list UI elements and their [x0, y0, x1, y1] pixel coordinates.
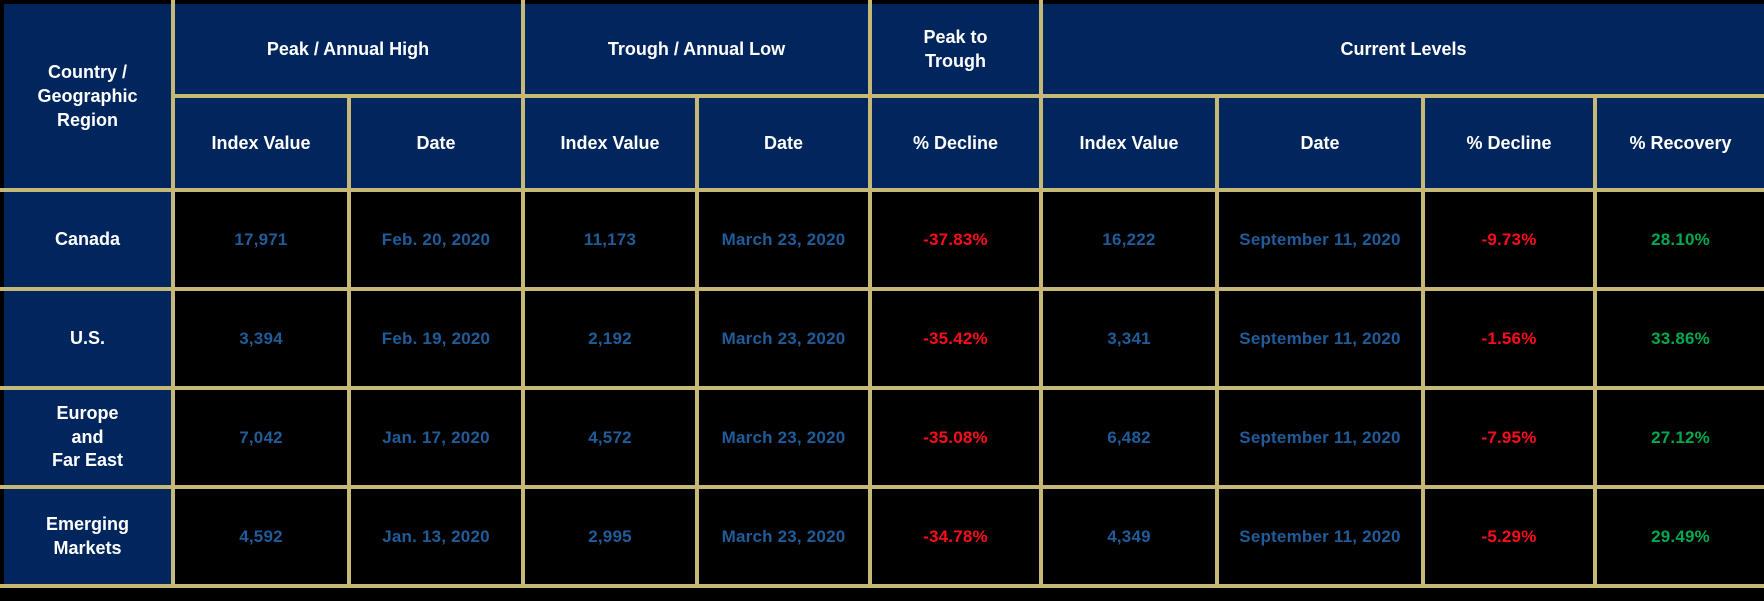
peak-index-value: 17,971: [171, 188, 351, 291]
peak-date: Jan. 17, 2020: [347, 386, 525, 489]
peak-to-trough-decline: -34.78%: [868, 485, 1043, 588]
peak-index-value: 7,042: [171, 386, 351, 489]
current-index-value: 6,482: [1039, 386, 1219, 489]
current-index-value-header: Index Value: [1039, 94, 1219, 192]
current-date: September 11, 2020: [1215, 485, 1425, 588]
sub-header-row: Index Value Date Index Value Date % Decl…: [2, 94, 1764, 192]
recovery-header: % Recovery: [1592, 94, 1764, 192]
table-row-emerging-markets: Emerging Markets 4,592 Jan. 13, 2020 2,9…: [0, 485, 1764, 588]
trough-date-header: Date: [695, 94, 872, 192]
peak-to-trough-decline: -35.08%: [868, 386, 1043, 489]
peak-date: Feb. 19, 2020: [347, 287, 525, 390]
current-decline: -7.95%: [1421, 386, 1597, 489]
recovery-value: 28.10%: [1592, 188, 1764, 291]
current-date: September 11, 2020: [1215, 188, 1425, 291]
trough-date: March 23, 2020: [695, 485, 872, 588]
current-date: September 11, 2020: [1215, 386, 1425, 489]
recovery-value: 29.49%: [1592, 485, 1764, 588]
region-label: U.S.: [0, 287, 175, 390]
market-levels-table: Country / Geographic Region Peak / Annua…: [0, 0, 1764, 588]
current-date-header: Date: [1215, 94, 1425, 192]
peak-annual-high-header: Peak / Annual High: [171, 0, 525, 98]
peak-to-trough-decline-header: % Decline: [868, 94, 1043, 192]
current-decline: -9.73%: [1421, 188, 1597, 291]
current-decline-header: % Decline: [1421, 94, 1597, 192]
table-row-us: U.S. 3,394 Feb. 19, 2020 2,192 March 23,…: [0, 287, 1764, 390]
peak-index-value: 4,592: [171, 485, 351, 588]
region-label: Europe and Far East: [0, 386, 175, 489]
recovery-value: 33.86%: [1592, 287, 1764, 390]
trough-annual-low-header: Trough / Annual Low: [521, 0, 872, 98]
trough-index-value: 4,572: [521, 386, 699, 489]
country-region-header: Country / Geographic Region: [0, 0, 175, 192]
peak-date: Feb. 20, 2020: [347, 188, 525, 291]
current-index-value: 4,349: [1039, 485, 1219, 588]
current-index-value: 3,341: [1039, 287, 1219, 390]
peak-to-trough-decline: -35.42%: [868, 287, 1043, 390]
trough-index-value-header: Index Value: [521, 94, 699, 192]
trough-date: March 23, 2020: [695, 386, 872, 489]
group-header-row: Country / Geographic Region Peak / Annua…: [0, 0, 1764, 192]
table-row-canada: Canada 17,971 Feb. 20, 2020 11,173 March…: [0, 188, 1764, 291]
peak-index-value: 3,394: [171, 287, 351, 390]
current-decline: -5.29%: [1421, 485, 1597, 588]
peak-date: Jan. 13, 2020: [347, 485, 525, 588]
region-label: Canada: [0, 188, 175, 291]
current-levels-header: Current Levels: [1038, 0, 1764, 98]
table-row-europe-far-east: Europe and Far East 7,042 Jan. 17, 2020 …: [0, 386, 1764, 489]
trough-index-value: 11,173: [521, 188, 699, 291]
peak-index-value-header: Index Value: [171, 94, 351, 192]
region-label: Emerging Markets: [0, 485, 175, 588]
peak-to-trough-header: Peak to Trough: [868, 0, 1043, 98]
peak-date-header: Date: [347, 94, 525, 192]
current-decline: -1.56%: [1421, 287, 1597, 390]
recovery-value: 27.12%: [1592, 386, 1764, 489]
peak-to-trough-decline: -37.83%: [868, 188, 1043, 291]
current-date: September 11, 2020: [1215, 287, 1425, 390]
trough-index-value: 2,192: [521, 287, 699, 390]
trough-date: March 23, 2020: [695, 188, 872, 291]
trough-index-value: 2,995: [521, 485, 699, 588]
trough-date: March 23, 2020: [695, 287, 872, 390]
current-index-value: 16,222: [1039, 188, 1219, 291]
